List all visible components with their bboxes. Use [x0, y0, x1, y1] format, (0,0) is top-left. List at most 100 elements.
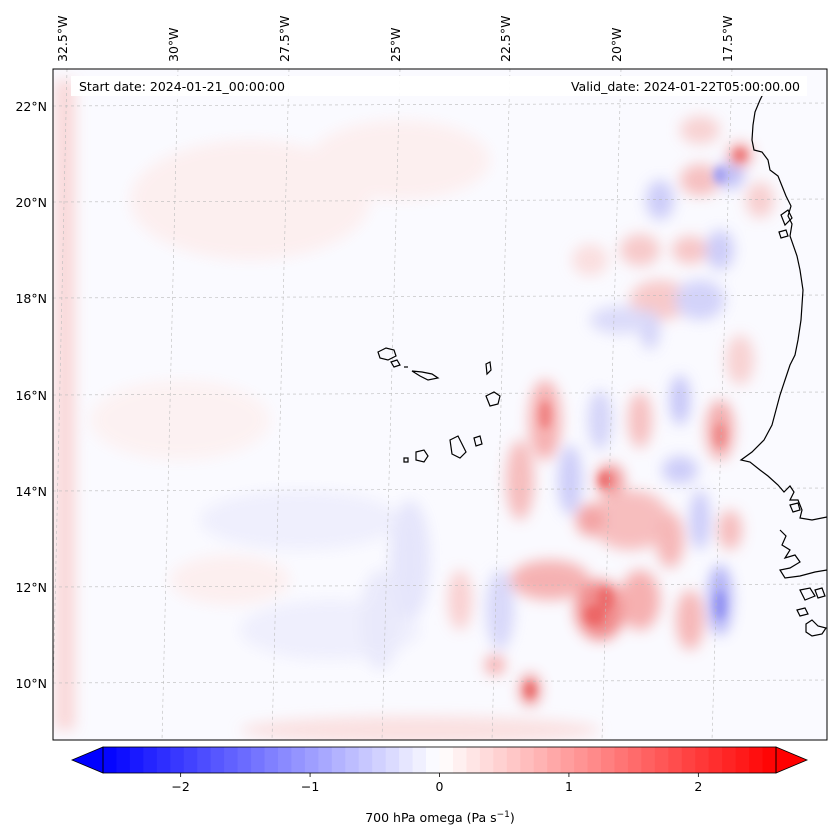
colorbar-segment — [695, 747, 710, 773]
map-frame — [52, 68, 828, 741]
colorbar-segment — [735, 747, 750, 773]
colorbar-segment — [143, 747, 158, 773]
colorbar-segment — [129, 747, 144, 773]
colorbar-segments — [103, 747, 777, 773]
colorbar-segment — [560, 747, 575, 773]
colorbar-segment — [358, 747, 373, 773]
colorbar-segment — [277, 747, 292, 773]
colorbar-segment — [722, 747, 737, 773]
island-brava — [403, 457, 409, 463]
colorbar-segment — [601, 747, 615, 773]
colorbar-segment — [251, 747, 266, 773]
colorbar-segment — [654, 747, 669, 773]
valid-date-text: Valid_date: 2024-01-22T05:00:00.00 — [571, 79, 800, 94]
colorbar-segment — [668, 747, 683, 773]
island-fogo — [415, 449, 429, 463]
island-sao-nicolau — [411, 370, 440, 381]
colorbar-segment — [520, 747, 535, 773]
coastlines — [377, 89, 827, 637]
colorbar-segment — [345, 747, 360, 773]
colorbar-segment — [304, 747, 319, 773]
colorbar-segment — [641, 747, 656, 773]
start-date-text: Start date: 2024-01-21_00:00:00 — [79, 79, 285, 94]
colorbar-segment — [708, 747, 723, 773]
colorbar-segment — [426, 747, 440, 773]
colorbar-label-main: 700 hPa omega (Pa s — [365, 810, 496, 825]
info-box — [71, 76, 807, 96]
colorbar-segment — [170, 747, 185, 773]
latitude-labels: 22°N 20°N 18°N 16°N 14°N 12°N 10°N — [15, 99, 47, 691]
colorbar-segment — [547, 747, 562, 773]
island-santiago — [449, 435, 467, 459]
island-sal — [485, 361, 492, 376]
lon-label: 22.5°W — [498, 16, 513, 62]
lat-label: 22°N — [15, 99, 47, 114]
lat-label: 18°N — [15, 291, 47, 306]
lat-label: 12°N — [15, 580, 47, 595]
colorbar-max-extend — [775, 746, 809, 774]
colorbar-label: 700 hPa omega (Pa s−1) — [365, 810, 515, 825]
lat-label: 16°N — [15, 388, 47, 403]
lat-label: 20°N — [15, 195, 47, 210]
colorbar-segment — [116, 747, 131, 773]
colorbar-tick-label: 0 — [436, 779, 444, 794]
colorbar-segment — [439, 747, 454, 773]
colorbar-segment — [331, 747, 346, 773]
island-sao-vicente — [390, 359, 401, 368]
lon-label: 20°W — [609, 27, 624, 62]
colorbar-segment — [452, 747, 467, 773]
island-santo-antao — [377, 347, 397, 361]
colorbar-segment — [506, 747, 521, 773]
colorbar-tick-label: 2 — [694, 779, 702, 794]
colorbar-segment — [156, 747, 171, 773]
lat-label: 10°N — [15, 676, 47, 691]
colorbar-segment — [627, 747, 642, 773]
colorbar-segment — [197, 747, 212, 773]
lon-label: 30°W — [166, 27, 181, 62]
longitude-labels: 32.5°W 30°W 27.5°W 25°W 22.5°W 20°W 17.5… — [55, 16, 735, 62]
colorbar-segment — [614, 747, 629, 773]
map-panel: Start date: 2024-01-21_00:00:00 Valid_da… — [53, 69, 827, 740]
colorbar-segment — [399, 747, 414, 773]
colorbar-segment — [103, 747, 117, 773]
omega-field — [55, 80, 774, 740]
guinea-bissau-coast — [779, 529, 827, 579]
lon-label: 32.5°W — [55, 16, 70, 62]
colorbar-segment — [183, 747, 198, 773]
colorbar-tick-label: 1 — [565, 779, 573, 794]
colorbar-segment — [681, 747, 696, 773]
colorbar-segment — [587, 747, 602, 773]
colorbar-segment — [479, 747, 494, 773]
lon-label: 25°W — [388, 27, 403, 62]
lon-label: 27.5°W — [277, 16, 292, 62]
colorbar-segment — [762, 747, 777, 773]
colorbar-label-close: ) — [510, 810, 515, 825]
lon-label: 17.5°W — [720, 16, 735, 62]
colorbar-segment — [533, 747, 548, 773]
colorbar-label-exp: −1 — [497, 810, 510, 820]
island-maio — [473, 435, 483, 447]
africa-coastline — [739, 89, 827, 521]
colorbar-segment — [412, 747, 427, 773]
colorbar-segment — [264, 747, 279, 773]
colorbar-segment — [318, 747, 333, 773]
colorbar-segment — [372, 747, 387, 773]
colorbar-segment — [210, 747, 225, 773]
colorbar-segment — [466, 747, 481, 773]
colorbar-segment — [574, 747, 589, 773]
lat-label: 14°N — [15, 484, 47, 499]
colorbar-tick-label: −1 — [301, 779, 319, 794]
colorbar-min-extend — [70, 746, 104, 774]
colorbar-ticks: −2 −1 0 1 2 — [171, 773, 702, 794]
colorbar-segment — [291, 747, 306, 773]
colorbar-segment — [385, 747, 400, 773]
colorbar-segment — [224, 747, 239, 773]
colorbar-segment — [237, 747, 252, 773]
colorbar: −2 −1 0 1 2 700 hPa omega (Pa s−1) — [70, 746, 809, 825]
colorbar-tick-label: −2 — [171, 779, 189, 794]
colorbar-segment — [749, 747, 764, 773]
island-boa-vista — [485, 391, 501, 407]
gridlines — [53, 69, 827, 740]
colorbar-segment — [493, 747, 508, 773]
